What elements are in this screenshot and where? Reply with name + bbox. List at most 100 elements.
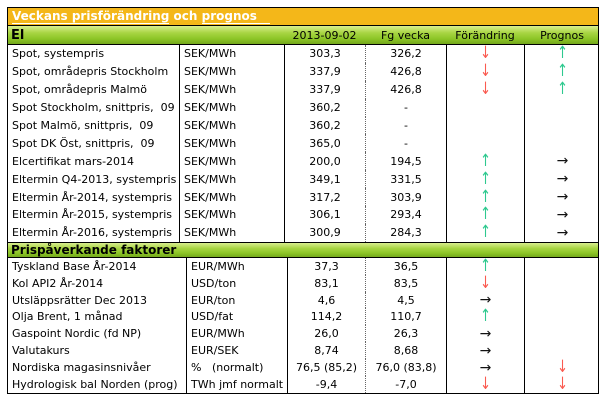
table-row: Valutakurs EUR/SEK 8,74 8,68 → xyxy=(8,342,598,360)
forecast-arrow-cell xyxy=(524,116,600,135)
row-unit: EUR/SEK xyxy=(186,342,287,360)
row-unit: USD/fat xyxy=(186,308,287,326)
row-previous-value: - xyxy=(365,134,446,153)
right-arrow-icon: → xyxy=(479,342,492,359)
row-current-value: 83,1 xyxy=(287,274,365,292)
up-arrow-icon: ↑ xyxy=(480,188,491,207)
up-arrow-icon: ↑ xyxy=(480,152,491,171)
forecast-arrow-cell: ↑ xyxy=(524,62,600,81)
row-unit: % (normalt) xyxy=(186,359,287,377)
forecast-arrow-cell: ↑ xyxy=(524,45,600,63)
up-arrow-icon: ↑ xyxy=(480,223,491,242)
up-arrow-icon: ↑ xyxy=(480,308,491,326)
section-header-el: El 2013-09-02 Fg vecka Förändring Progno… xyxy=(8,26,598,45)
row-label: Spot DK Öst, snittpris, 09 xyxy=(12,136,155,150)
section-title-el: El xyxy=(11,27,25,43)
change-arrow-cell: ↓ xyxy=(446,80,524,99)
section-faktorer-rows: Tyskland Base År-2014 EUR/MWh 37,3 36,5 ↑ Kol… xyxy=(8,257,600,393)
row-label: Eltermin Q4-2013, systempris xyxy=(12,172,177,186)
down-arrow-icon: ↓ xyxy=(557,359,568,377)
table-row: Spot, områdepris Malmö SEK/MWh 337,9 426,8 ↓… xyxy=(8,80,600,99)
table-row: Spot, systempris SEK/MWh 303,3 326,2 ↓ ↑ xyxy=(8,45,598,63)
report-title-part1: Veckans prisförändring xyxy=(12,9,170,24)
column-header-date: 2013-09-02 xyxy=(292,28,357,42)
right-arrow-icon: → xyxy=(479,292,492,309)
row-current-value: 303,3 xyxy=(284,45,365,63)
row-previous-value: 426,8 xyxy=(365,80,446,99)
row-unit: SEK/MWh xyxy=(179,223,284,242)
row-previous-value: 83,5 xyxy=(365,274,446,292)
forecast-arrow-cell: ↓ xyxy=(524,359,600,377)
forecast-arrow-cell xyxy=(524,325,600,343)
up-arrow-icon: ↑ xyxy=(480,206,491,224)
row-current-value: 360,2 xyxy=(284,116,365,135)
forecast-arrow-cell: → xyxy=(524,170,600,189)
row-previous-value: 4,5 xyxy=(365,291,446,309)
row-current-value: 337,9 xyxy=(284,80,365,99)
row-label: Nordiska magasinsnivåer xyxy=(12,361,151,375)
change-arrow-cell: → xyxy=(446,359,524,377)
table-row: Spot DK Öst, snittpris, 09 SEK/MWh 365,0- xyxy=(8,134,598,153)
change-arrow-cell: ↑ xyxy=(446,188,524,207)
forecast-arrow-cell: ↑ xyxy=(524,80,600,99)
forecast-arrow-cell xyxy=(524,98,600,117)
forecast-arrow-cell xyxy=(524,274,600,292)
row-label: Eltermin År-2015, systempris xyxy=(12,208,173,222)
row-previous-value: 326,2 xyxy=(365,45,446,63)
down-arrow-icon: ↓ xyxy=(480,274,491,292)
table-row: Nordiska magasinsnivåer % (normalt) 76,5 (… xyxy=(8,359,600,377)
report-title-part3: prognos xyxy=(201,9,270,24)
row-label: Eltermin År-2016, systempris xyxy=(12,226,173,240)
row-current-value: 8,74 xyxy=(287,342,365,360)
row-unit: SEK/MWh xyxy=(179,116,284,135)
column-header-forecast: Prognos xyxy=(540,28,584,42)
row-current-value: 200,0 xyxy=(284,152,365,171)
change-arrow-cell: ↓ xyxy=(446,376,524,393)
right-arrow-icon: → xyxy=(556,189,569,206)
change-arrow-cell: → xyxy=(446,291,524,309)
forecast-arrow-cell: → xyxy=(524,188,600,207)
row-previous-value: 331,5 xyxy=(365,170,446,189)
row-unit: SEK/MWh xyxy=(179,170,284,189)
up-arrow-icon: ↑ xyxy=(480,257,491,275)
forecast-arrow-cell: → xyxy=(524,152,600,171)
row-previous-value: 284,3 xyxy=(365,223,446,242)
row-current-value: 317,2 xyxy=(284,188,365,207)
row-current-value: 37,3 xyxy=(287,257,365,275)
table-row: Eltermin År-2015, systempris SEK/MWh 306,1… xyxy=(8,206,598,224)
down-arrow-icon: ↓ xyxy=(480,80,491,99)
row-current-value: 360,2 xyxy=(284,98,365,117)
table-row: Olja Brent, 1 månad USD/fat 114,2 110,7 ↑ xyxy=(8,308,600,326)
table-row: Elcertifikat mars-2014 SEK/MWh 200,0 194,5 ↑… xyxy=(8,152,600,171)
forecast-arrow-cell: → xyxy=(524,206,600,224)
row-previous-value: 303,9 xyxy=(365,188,446,207)
table-row: Tyskland Base År-2014 EUR/MWh 37,3 36,5 ↑ xyxy=(8,257,598,275)
report-title-part2: och xyxy=(169,9,202,23)
row-previous-value: 26,3 xyxy=(365,325,446,343)
row-current-value: 76,5 (85,2) xyxy=(287,359,365,377)
row-current-value: 306,1 xyxy=(284,206,365,224)
row-previous-value: 36,5 xyxy=(365,257,446,275)
row-current-value: 365,0 xyxy=(284,134,365,153)
row-unit: SEK/MWh xyxy=(179,80,284,99)
row-current-value: 349,1 xyxy=(284,170,365,189)
change-arrow-cell: ↑ xyxy=(446,308,524,326)
down-arrow-icon: ↓ xyxy=(557,376,568,393)
row-label: Spot, systempris xyxy=(12,47,105,61)
right-arrow-icon: → xyxy=(556,224,569,241)
row-unit: SEK/MWh xyxy=(179,134,284,153)
row-unit: TWh jmf normalt xyxy=(186,376,287,393)
row-label: Spot Malmö, snittpris, 09 xyxy=(12,119,154,132)
change-arrow-cell: ↓ xyxy=(446,45,524,63)
table-row: Utsläppsrätter Dec 2013 EUR/ton 4,6 4,5 → xyxy=(8,291,600,309)
row-previous-value: 293,4 xyxy=(365,206,446,224)
forecast-arrow-cell xyxy=(524,291,600,309)
table-row: Spot Malmö, snittpris, 09 SEK/MWh 360,2- xyxy=(8,116,600,135)
up-arrow-icon: ↑ xyxy=(480,170,491,189)
row-previous-value: 76,0 (83,8) xyxy=(365,359,446,377)
forecast-arrow-cell xyxy=(524,308,600,326)
row-unit: USD/ton xyxy=(186,274,287,292)
row-previous-value: - xyxy=(365,98,446,117)
forecast-arrow-cell: ↓ xyxy=(524,376,600,393)
right-arrow-icon: → xyxy=(479,325,492,342)
